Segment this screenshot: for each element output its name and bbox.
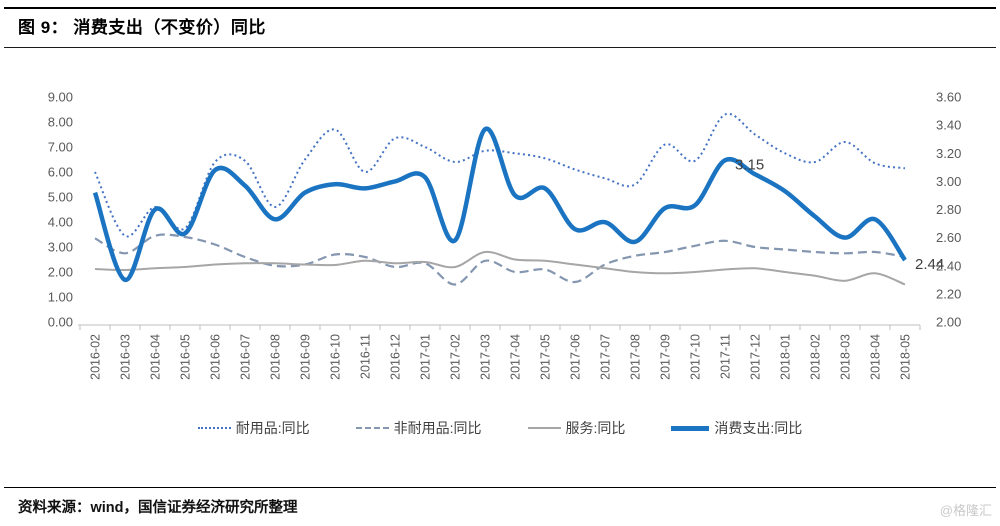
x-axis-tick: 2017-11 — [719, 334, 733, 379]
left-axis-tick: 2.00 — [48, 265, 73, 280]
footer-border — [4, 487, 996, 488]
left-axis-tick: 9.00 — [48, 90, 73, 105]
x-axis-tick: 2017-12 — [749, 334, 763, 380]
legend-label: 非耐用品:同比 — [393, 420, 482, 436]
left-axis-tick: 1.00 — [48, 290, 73, 305]
data-label: 3.15 — [735, 156, 764, 173]
series-line-3 — [94, 250, 906, 286]
legend-label: 耐用品:同比 — [235, 420, 310, 436]
x-axis-tick: 2016-03 — [119, 334, 133, 380]
x-axis-tick: 2018-03 — [839, 334, 853, 380]
x-axis-tick: 2017-02 — [449, 334, 463, 380]
x-axis-tick: 2016-11 — [359, 334, 373, 379]
left-axis-tick: 4.00 — [48, 215, 73, 230]
x-axis-tick: 2016-09 — [299, 334, 313, 380]
x-axis-tick: 2017-07 — [599, 334, 613, 380]
x-axis-tick: 2018-04 — [869, 334, 883, 380]
left-axis-tick: 3.00 — [48, 240, 73, 255]
right-axis-tick: 2.60 — [936, 230, 961, 245]
x-axis-tick: 2016-10 — [329, 334, 343, 380]
right-axis-tick: 3.00 — [936, 174, 961, 189]
x-axis-tick: 2018-01 — [779, 334, 793, 380]
right-axis-tick: 2.40 — [936, 258, 961, 273]
x-axis-tick: 2018-05 — [899, 334, 913, 380]
legend-item: 消费支出:同比 — [671, 418, 802, 438]
legend-item: 服务:同比 — [527, 418, 626, 438]
series-line-4 — [92, 126, 907, 283]
legend-item: 非耐用品:同比 — [355, 418, 482, 438]
data-label: 2.44 — [915, 256, 944, 273]
legend-swatch-icon — [355, 427, 389, 429]
right-axis-tick: 2.20 — [936, 286, 961, 301]
watermark: @格隆汇 — [939, 503, 992, 518]
left-axis-tick: 8.00 — [48, 115, 73, 130]
x-axis-tick: 2016-05 — [179, 334, 193, 380]
left-axis-tick: 0.00 — [48, 315, 73, 330]
right-axis-tick: 3.40 — [936, 118, 961, 133]
right-axis-tick: 2.80 — [936, 202, 961, 217]
figure-title: 图 9： 消费支出（不变价）同比 — [18, 18, 266, 37]
line-chart: 9.00 8.00 7.00 6.00 5.00 4.00 3.00 2.00 1.00 0.00… — [48, 90, 962, 380]
right-axis-tick: 2.00 — [936, 315, 961, 330]
source-line: 资料来源：wind，国信证券经济研究所整理 — [18, 500, 298, 516]
x-axis-tick: 2016-07 — [239, 334, 253, 380]
x-axis-tick: 2016-12 — [389, 334, 403, 380]
x-axis-tick: 2016-02 — [89, 334, 103, 380]
x-axis-tick: 2016-04 — [149, 334, 163, 380]
series-line-1 — [94, 112, 906, 238]
left-axis-tick: 5.00 — [48, 190, 73, 205]
left-axis-tick: 6.00 — [48, 165, 73, 180]
x-axis-tick: 2017-03 — [479, 334, 493, 380]
x-axis-tick: 2017-04 — [509, 334, 523, 380]
legend-item: 耐用品:同比 — [197, 418, 310, 438]
legend-swatch-icon — [197, 427, 231, 429]
right-axis-tick: 3.20 — [936, 146, 961, 161]
x-axis-tick: 2016-06 — [209, 334, 223, 380]
series-line-2 — [94, 233, 906, 286]
x-axis-tick: 2017-08 — [629, 334, 643, 380]
chart-legend: 耐用品:同比 非耐用品:同比 服务:同比 消费支出:同比 — [0, 413, 1000, 443]
x-axis-tick: 2016-08 — [269, 334, 283, 380]
left-axis-tick: 7.00 — [48, 140, 73, 155]
x-axis-tick: 2017-05 — [539, 334, 553, 380]
legend-label: 消费支出:同比 — [714, 420, 803, 436]
right-axis-tick: 3.60 — [936, 90, 961, 105]
x-axis-tick: 2017-06 — [569, 334, 583, 380]
title-underline — [4, 47, 996, 48]
x-axis-tick: 2017-01 — [419, 334, 433, 380]
x-axis-tick: 2017-09 — [659, 334, 673, 380]
x-axis-tick: 2017-10 — [689, 334, 703, 380]
top-border — [4, 7, 996, 9]
x-axis-tick: 2018-02 — [809, 334, 823, 380]
legend-label: 服务:同比 — [565, 420, 626, 436]
legend-swatch-icon — [527, 427, 561, 429]
legend-swatch-icon — [671, 425, 710, 431]
